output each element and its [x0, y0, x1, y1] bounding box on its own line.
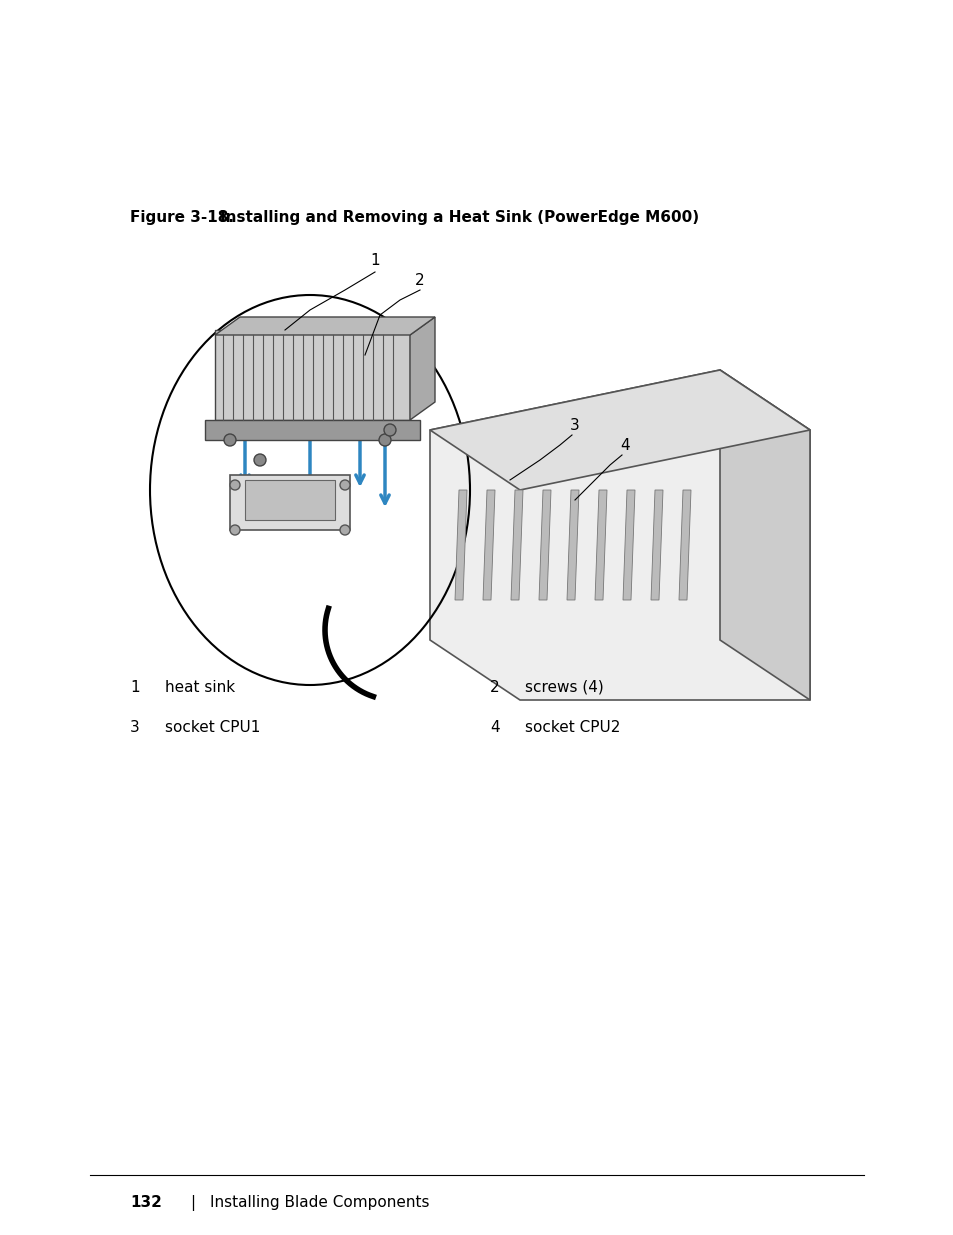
- Text: |: |: [190, 1195, 195, 1212]
- Circle shape: [378, 433, 391, 446]
- Polygon shape: [650, 490, 662, 600]
- Text: 3: 3: [569, 417, 579, 433]
- Text: 2: 2: [490, 680, 499, 695]
- FancyBboxPatch shape: [245, 480, 335, 520]
- Polygon shape: [566, 490, 578, 600]
- Polygon shape: [538, 490, 551, 600]
- Circle shape: [339, 525, 350, 535]
- Polygon shape: [511, 490, 522, 600]
- Polygon shape: [622, 490, 635, 600]
- Text: socket CPU1: socket CPU1: [165, 720, 260, 735]
- Polygon shape: [720, 370, 809, 700]
- Polygon shape: [410, 317, 435, 420]
- Text: 1: 1: [130, 680, 139, 695]
- FancyBboxPatch shape: [230, 475, 350, 530]
- FancyBboxPatch shape: [205, 420, 419, 440]
- Circle shape: [253, 454, 266, 466]
- Polygon shape: [430, 370, 809, 700]
- Text: 4: 4: [619, 438, 629, 453]
- FancyBboxPatch shape: [214, 330, 410, 420]
- Text: socket CPU2: socket CPU2: [524, 720, 619, 735]
- Polygon shape: [430, 370, 809, 490]
- Circle shape: [230, 525, 240, 535]
- Polygon shape: [595, 490, 606, 600]
- Polygon shape: [455, 490, 467, 600]
- Text: 3: 3: [130, 720, 139, 735]
- Text: Installing and Removing a Heat Sink (PowerEdge M600): Installing and Removing a Heat Sink (Pow…: [220, 210, 699, 225]
- Polygon shape: [214, 317, 435, 335]
- Polygon shape: [482, 490, 495, 600]
- Text: screws (4): screws (4): [524, 680, 603, 695]
- Text: 2: 2: [415, 273, 424, 288]
- Circle shape: [224, 433, 235, 446]
- Text: Installing Blade Components: Installing Blade Components: [210, 1195, 429, 1210]
- Text: 1: 1: [370, 253, 379, 268]
- Circle shape: [339, 480, 350, 490]
- Circle shape: [230, 480, 240, 490]
- Circle shape: [384, 424, 395, 436]
- Text: Figure 3-18.: Figure 3-18.: [130, 210, 233, 225]
- Polygon shape: [679, 490, 690, 600]
- Text: heat sink: heat sink: [165, 680, 234, 695]
- Text: 4: 4: [490, 720, 499, 735]
- Text: 132: 132: [130, 1195, 162, 1210]
